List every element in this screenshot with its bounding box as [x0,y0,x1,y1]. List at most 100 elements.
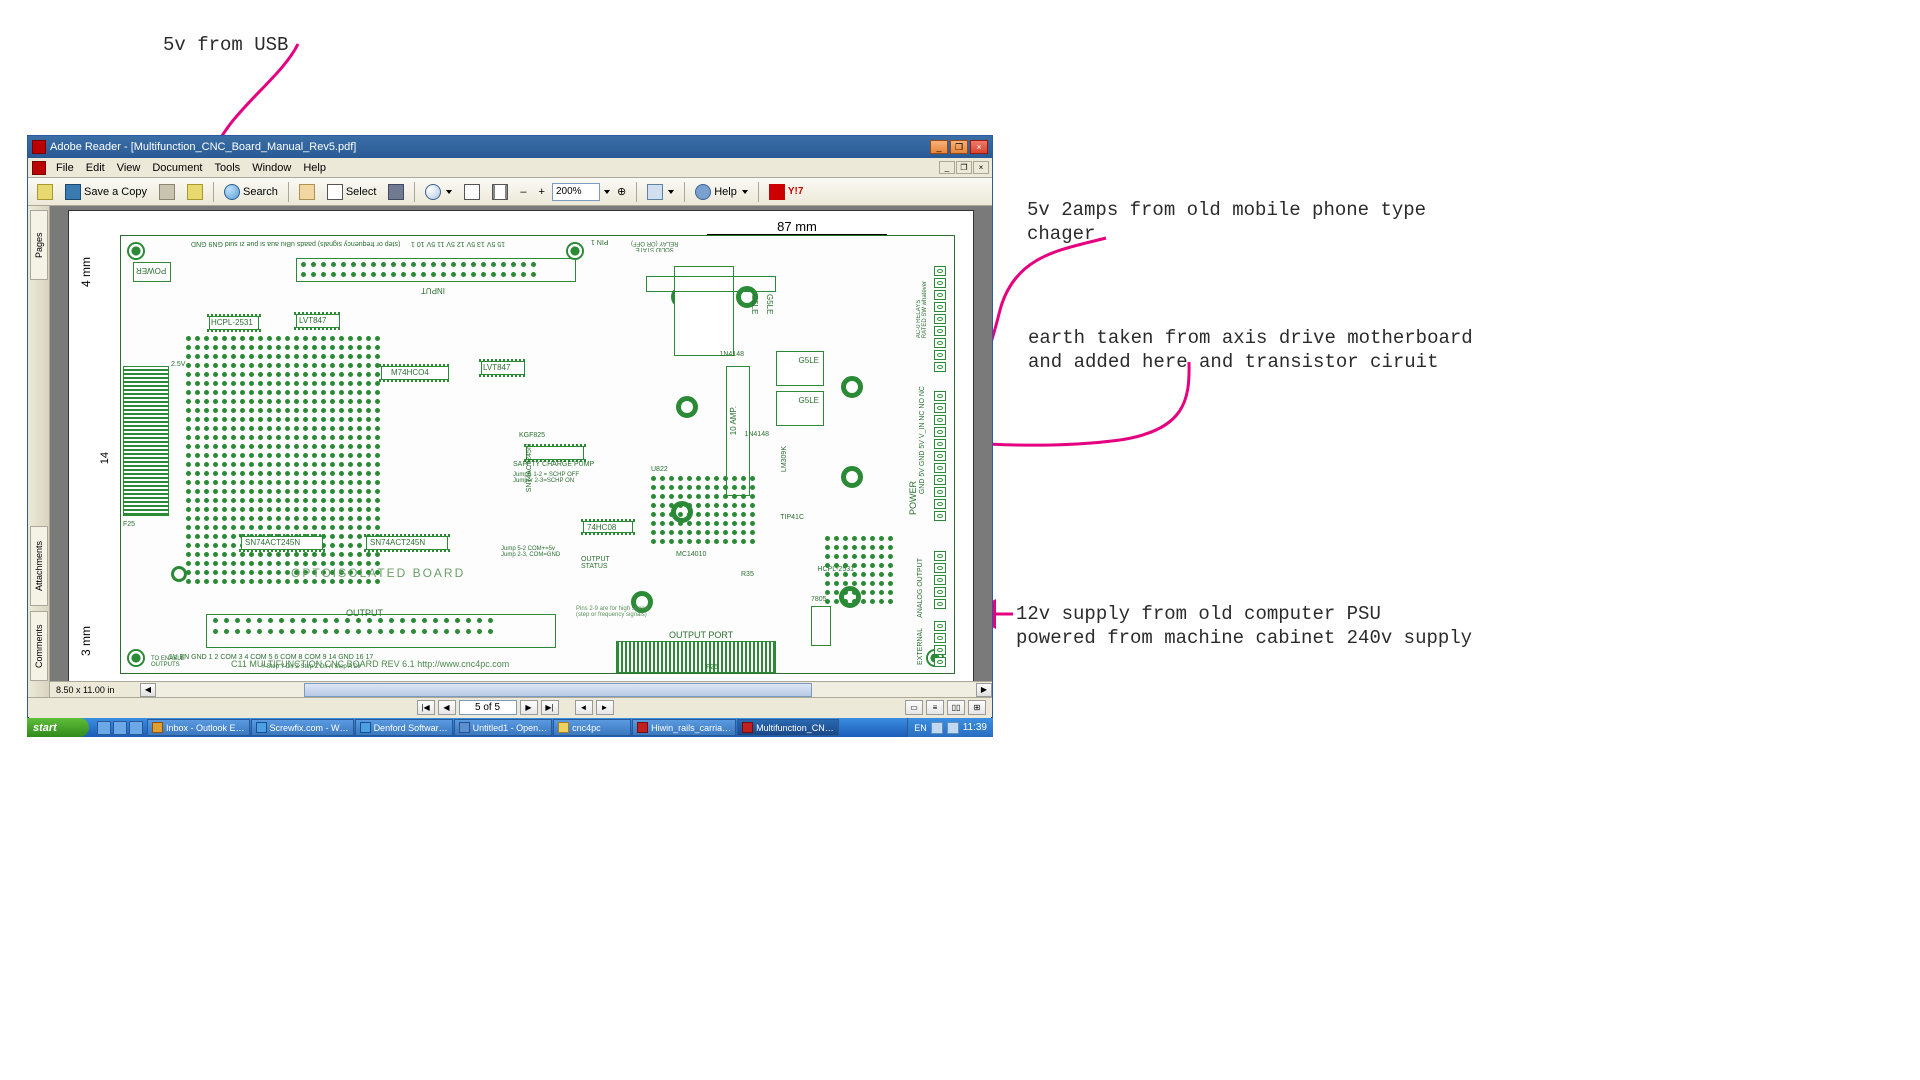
pad [422,618,427,623]
back-button[interactable]: ◄ [575,700,593,715]
horizontal-scrollbar[interactable]: 8.50 x 11.00 in ◀ ▶ [50,681,992,697]
continuous-facing-button[interactable]: ⊞ [968,700,986,715]
menu-tools[interactable]: Tools [209,160,247,176]
clock[interactable]: 11:39 [963,722,987,733]
taskbar-item[interactable]: Hiwin_rails_carria… [632,719,736,736]
zoom-in-2-button[interactable]: ⊕ [612,181,631,203]
adobe-reader-icon [32,140,46,154]
zoom-level-input[interactable]: 200% [552,183,600,201]
scroll-left-button[interactable]: ◀ [140,683,156,697]
pad [204,354,209,359]
print-button[interactable] [154,181,180,203]
pad [276,381,281,386]
forward-button[interactable]: ► [596,700,614,715]
pad [258,462,263,467]
quick-launch-icon[interactable] [97,721,111,735]
snapshot-button[interactable] [383,181,409,203]
pad [240,363,245,368]
taskbar-item[interactable]: Denford Softwar… [355,719,453,736]
mdi-restore-button[interactable]: ❐ [956,161,972,174]
hand-tool-button[interactable] [294,181,320,203]
menu-view[interactable]: View [111,160,147,176]
actual-size-button[interactable] [459,181,485,203]
menu-help[interactable]: Help [297,160,332,176]
continuous-button[interactable]: ≡ [926,700,944,715]
zoom-dropdown-icon[interactable] [604,190,610,194]
zoom-in-button[interactable]: + [534,181,550,203]
pad [294,426,299,431]
next-page-button[interactable]: ▶ [520,700,538,715]
fit-width-button[interactable] [487,181,513,203]
scroll-right-button[interactable]: ▶ [976,683,992,697]
single-page-button[interactable]: ▭ [905,700,923,715]
pad [750,521,755,526]
pad [366,489,371,494]
pad [339,480,344,485]
pad [696,485,701,490]
language-indicator[interactable]: EN [914,723,927,733]
restore-button[interactable]: ❐ [950,140,968,154]
pad [249,471,254,476]
open-button[interactable] [32,181,58,203]
pad [321,399,326,404]
taskbar-item[interactable]: Untitled1 - Open… [454,719,553,736]
silkscreen-text: SN74ACT245N [245,538,300,547]
pad [195,390,200,395]
pad [321,471,326,476]
tray-icon[interactable] [931,722,943,734]
quick-launch-icon[interactable] [129,721,143,735]
eforms-button[interactable] [642,181,679,203]
email-button[interactable] [182,181,208,203]
pad [411,272,416,277]
pad [834,599,839,604]
pad [195,552,200,557]
titlebar[interactable]: Adobe Reader - [Multifunction_CNC_Board_… [28,136,992,158]
zoom-tool-button[interactable] [420,181,457,203]
facing-button[interactable]: ▯▯ [947,700,965,715]
pad [195,453,200,458]
pad [678,485,683,490]
search-button[interactable]: Search [219,181,283,203]
menu-file[interactable]: File [50,160,80,176]
pad [235,629,240,634]
menu-edit[interactable]: Edit [80,160,111,176]
tray-volume-icon[interactable] [947,722,959,734]
sidetab-pages[interactable]: Pages [30,210,48,280]
pad [879,581,884,586]
scrollbar-thumb[interactable] [304,683,812,697]
taskbar-item[interactable]: cnc4pc [553,719,631,736]
pad [741,485,746,490]
quick-launch-icon[interactable] [113,721,127,735]
taskbar-item[interactable]: Inbox - Outlook E… [147,719,250,736]
menu-window[interactable]: Window [246,160,297,176]
sidetab-attachments[interactable]: Attachments [30,526,48,606]
sidetab-comments[interactable]: Comments [30,611,48,681]
zoom-out-button[interactable]: – [515,181,531,203]
mdi-minimize-button[interactable]: _ [939,161,955,174]
taskbar-item[interactable]: Screwfix.com - W… [251,719,354,736]
pad [750,530,755,535]
pad [669,530,674,535]
pad [531,262,536,267]
close-button[interactable]: × [970,140,988,154]
document-viewport[interactable]: 87 mm 4 mm 3 mm 14 PC [50,206,992,697]
minimize-button[interactable]: _ [930,140,948,154]
help-button[interactable]: Help [690,181,753,203]
page-number-input[interactable]: 5 of 5 [459,700,517,715]
pad [741,539,746,544]
start-button[interactable]: start [27,718,89,737]
last-page-button[interactable]: ▶| [541,700,559,715]
menu-document[interactable]: Document [146,160,208,176]
scrollbar-track[interactable] [156,683,976,697]
pad [825,554,830,559]
select-tool-button[interactable]: Select [322,181,382,203]
mdi-close-button[interactable]: × [973,161,989,174]
prev-page-button[interactable]: ◀ [438,700,456,715]
taskbar-item[interactable]: Multifunction_CN… [737,719,839,736]
save-copy-button[interactable]: Save a Copy [60,181,152,203]
yahoo-toolbar-button[interactable]: Y!7 [764,181,809,203]
pad [204,345,209,350]
first-page-button[interactable]: |◀ [417,700,435,715]
pad [357,543,362,548]
pad [204,570,209,575]
